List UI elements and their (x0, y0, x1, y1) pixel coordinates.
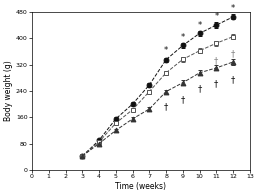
Text: †: † (231, 75, 235, 84)
Text: *: * (181, 33, 185, 42)
Text: †: † (164, 102, 168, 111)
Text: *: * (164, 46, 168, 55)
Text: *: * (231, 4, 235, 13)
Text: *: * (214, 12, 219, 21)
Text: †: † (214, 56, 219, 65)
Y-axis label: Body weight (g): Body weight (g) (4, 60, 13, 121)
X-axis label: Time (weeks): Time (weeks) (115, 182, 166, 191)
Text: *: * (197, 21, 202, 30)
Text: †: † (214, 79, 219, 88)
Text: †: † (181, 95, 185, 104)
Text: †: † (231, 50, 235, 59)
Text: †: † (197, 84, 202, 93)
